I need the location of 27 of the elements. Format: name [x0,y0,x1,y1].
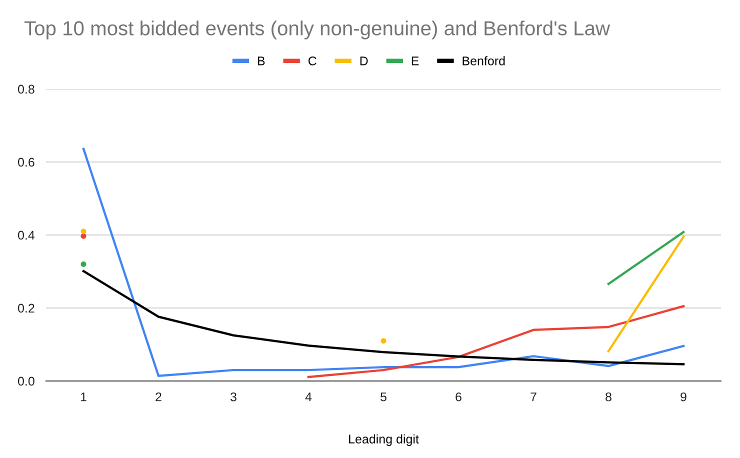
legend-label: D [360,56,368,66]
legend-label: B [258,56,265,66]
x-tick-label: 9 [680,392,686,402]
legend-label: E [412,56,419,66]
point [80,233,86,239]
x-tick-label: 8 [606,392,612,402]
x-tick-label: 4 [305,392,312,402]
x-tick-label: 5 [380,392,386,402]
point [80,261,86,267]
y-tick-label: 0.8 [18,84,34,94]
x-tick-label: 7 [530,392,536,402]
legend-label: Benford [462,56,505,66]
y-tick-label: 0.4 [18,230,35,240]
x-tick-label: 1 [80,392,86,402]
chart-title: Top 10 most bidded events (only non-genuine) and Benford's Law [24,20,610,40]
x-tick-label: 2 [156,392,162,402]
x-tick-label: 3 [230,392,236,402]
line-series [82,270,685,366]
legend-label: C [308,56,316,66]
y-tick-label: 0.6 [18,158,34,167]
point [380,338,386,344]
y-tick-label: 0.2 [18,304,34,313]
point [80,228,86,234]
x-axis-title: Leading digit [349,434,419,446]
x-tick-label: 6 [456,392,462,402]
y-tick-label: 0.0 [18,376,34,386]
line-series [82,148,685,377]
